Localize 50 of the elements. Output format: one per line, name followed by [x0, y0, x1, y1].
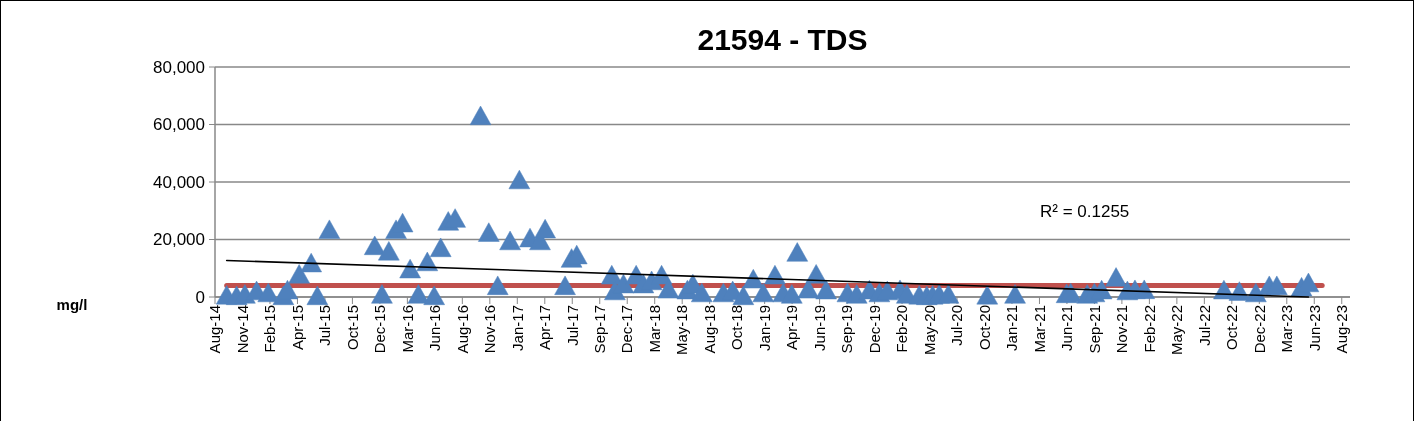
- x-tick-label: Nov-14: [233, 305, 251, 354]
- x-tick-label: Dec-22: [1250, 305, 1268, 354]
- y-tick-label: 40,000: [153, 172, 205, 192]
- x-tick-label: Jun-16: [426, 305, 444, 351]
- x-tick-label: Oct-22: [1223, 305, 1241, 351]
- x-tick-label: Jun-23: [1305, 305, 1323, 351]
- x-tick-label: Aug-18: [700, 305, 718, 354]
- x-tick-label: Jun-19: [810, 305, 828, 351]
- x-tick-label: May-22: [1168, 305, 1186, 356]
- x-tick-label: May-18: [673, 305, 691, 356]
- x-tick-label: Dec-15: [371, 305, 389, 354]
- x-tick-label: Sep-21: [1085, 305, 1103, 354]
- y-tick-label: 20,000: [153, 230, 205, 250]
- x-tick-label: Jun-21: [1058, 305, 1076, 351]
- x-tick-label: Jul-22: [1195, 305, 1213, 346]
- x-tick-label: Apr-19: [783, 305, 801, 351]
- x-tick-label: Dec-17: [618, 305, 636, 354]
- x-tick-label: Feb-22: [1140, 305, 1158, 353]
- x-tick-label: Aug-14: [206, 305, 224, 354]
- x-tick-label: Jul-17: [563, 305, 581, 346]
- x-tick-label: Mar-23: [1278, 305, 1296, 353]
- x-tick-label: Oct-20: [975, 305, 993, 351]
- y-tick-label: 0: [195, 287, 205, 307]
- y-tick-label: 80,000: [153, 57, 205, 77]
- x-tick-label: Dec-19: [865, 305, 883, 354]
- x-tick-label: Mar-16: [398, 305, 416, 353]
- x-tick-label: Jul-15: [316, 305, 334, 346]
- chart-title: 21594 - TDS: [697, 23, 868, 56]
- x-tick-label: Mar-21: [1030, 305, 1048, 353]
- x-tick-label: Sep-17: [591, 305, 608, 354]
- x-tick-label: Feb-15: [261, 305, 279, 353]
- x-tick-label: Aug-16: [453, 305, 471, 354]
- x-tick-label: Nov-16: [481, 305, 499, 354]
- x-tick-label: Jan-19: [755, 305, 773, 351]
- y-axis-title: mg/l: [56, 296, 88, 313]
- x-tick-label: Jul-20: [948, 305, 966, 346]
- x-tick-label: Nov-21: [1113, 305, 1131, 354]
- x-tick-label: Mar-18: [645, 305, 663, 353]
- x-tick-label: Aug-23: [1333, 305, 1351, 354]
- x-tick-label: Oct-15: [343, 305, 361, 351]
- annotation: R² = 0.1255: [1040, 202, 1130, 221]
- x-tick-label: Jan-21: [1003, 305, 1021, 351]
- x-tick-label: May-20: [920, 305, 938, 356]
- x-tick-label: Sep-19: [838, 305, 856, 354]
- x-tick-label: Jan-17: [508, 305, 526, 351]
- y-tick-label: 60,000: [153, 115, 205, 135]
- x-tick-label: Apr-17: [536, 305, 554, 351]
- x-tick-label: Feb-20: [893, 305, 911, 353]
- x-tick-label: Oct-18: [728, 305, 746, 351]
- x-tick-label: Apr-15: [288, 305, 306, 351]
